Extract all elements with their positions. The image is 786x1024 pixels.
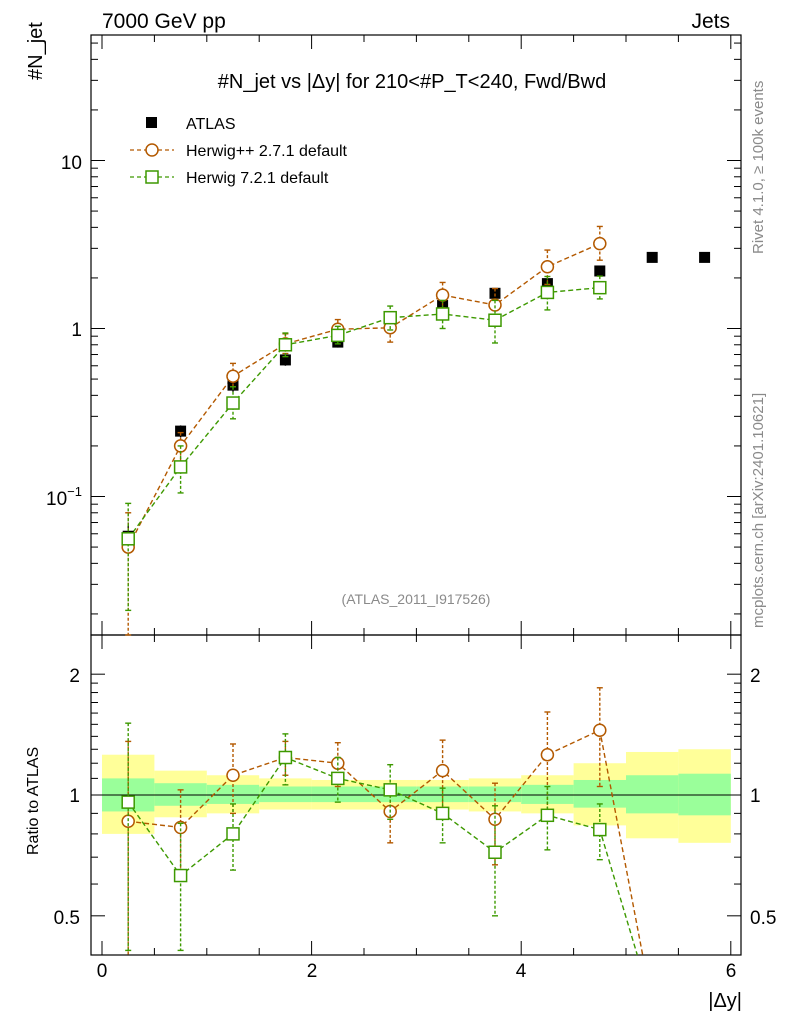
band-inner-bin xyxy=(626,775,679,814)
ratio-axis-ticks xyxy=(91,635,741,955)
rtick-1-right: 1 xyxy=(750,786,761,807)
legend: ATLAS Herwig++ 2.7.1 default Herwig 7.2.… xyxy=(130,116,348,187)
legend-herwigpp-label: Herwig++ 2.7.1 default xyxy=(186,143,348,160)
mcplots-label: mcplots.cern.ch [arXiv:2401.10621] xyxy=(750,393,767,628)
ratio-series-group xyxy=(121,687,644,956)
herwig7-point xyxy=(488,313,502,327)
rtick-05-right: 0.5 xyxy=(750,908,776,929)
rtick-2-right: 2 xyxy=(750,666,761,687)
xtick-4: 4 xyxy=(516,961,527,982)
rtick-1-left: 1 xyxy=(69,786,80,807)
herwigpp-ratio-point xyxy=(593,723,607,737)
ytick-10: 10 xyxy=(61,153,82,174)
rtick-05-left: 0.5 xyxy=(54,908,80,929)
process-label: Jets xyxy=(691,10,730,33)
herwig7-ratio-point xyxy=(331,771,345,786)
atlas-point xyxy=(175,425,187,437)
atlas-point xyxy=(279,354,291,366)
herwigpp-ratio-line xyxy=(128,729,644,956)
herwigpp-point xyxy=(593,236,607,251)
main-series-group xyxy=(121,225,711,636)
herwig7-ratio-point xyxy=(173,868,188,883)
herwig7-ratio-point xyxy=(121,795,135,809)
herwigpp-point xyxy=(435,288,450,302)
herwig7-ratio-point xyxy=(383,783,397,797)
herwig7-point xyxy=(173,460,188,474)
rivet-label: Rivet 4.1.0, ≥ 100k events xyxy=(750,81,767,254)
main-axis-ticks xyxy=(91,35,741,635)
legend-herwig7-marker xyxy=(145,170,159,184)
herwig7-point xyxy=(435,307,450,321)
band-inner-bin xyxy=(259,786,312,803)
legend-herwigpp-marker xyxy=(145,143,159,157)
herwigpp-ratio-point xyxy=(226,768,240,782)
herwig7-point xyxy=(540,285,555,300)
ytick-1: 1 xyxy=(71,320,82,341)
herwig7-ratio-point xyxy=(278,750,293,765)
herwig7-point xyxy=(593,280,607,295)
herwig7-point xyxy=(331,328,345,343)
legend-atlas-marker xyxy=(146,117,157,128)
herwig7-point xyxy=(383,310,397,325)
atlas-point xyxy=(699,251,711,263)
xlabel: |Δy| xyxy=(708,990,742,1012)
herwig7-ratio-line xyxy=(127,756,638,956)
xtick-2: 2 xyxy=(307,961,318,982)
herwig7-point xyxy=(121,532,135,546)
herwig7-ratio-point xyxy=(435,806,450,821)
atlas-point xyxy=(646,251,658,263)
herwigpp-ratio-point xyxy=(540,747,555,762)
herwigpp-point xyxy=(540,260,555,274)
herwig7-line xyxy=(127,286,600,540)
plot-title: #N_jet vs |Δy| for 210<#P_T<240, Fwd/Bwd xyxy=(218,71,606,93)
energy-label: 7000 GeV pp xyxy=(102,10,226,33)
herwigpp-point xyxy=(226,369,240,383)
legend-atlas-label: ATLAS xyxy=(186,116,236,133)
ratio-uncertainty-band xyxy=(102,749,731,843)
herwig7-ratio-point xyxy=(488,845,502,860)
rtick-2-left: 2 xyxy=(69,666,80,687)
legend-herwig7-label: Herwig 7.2.1 default xyxy=(186,170,329,187)
main-ylabel: #N_jet xyxy=(25,22,47,80)
band-inner-bin xyxy=(154,783,207,806)
herwigpp-line xyxy=(127,242,601,548)
atlas-point xyxy=(594,265,606,277)
xtick-6: 6 xyxy=(726,961,737,982)
atlas-point xyxy=(489,287,501,299)
herwig7-ratio-point xyxy=(540,808,555,823)
herwig7-point xyxy=(226,396,240,410)
xtick-0: 0 xyxy=(97,961,108,982)
ratio-ylabel: Ratio to ATLAS xyxy=(25,747,42,855)
herwigpp-ratio-point xyxy=(435,763,450,778)
herwig7-point xyxy=(278,338,293,352)
herwig7-ratio-point xyxy=(593,822,607,837)
ytick-0p1: 10−1 xyxy=(46,484,82,510)
analysis-watermark: (ATLAS_2011_I917526) xyxy=(342,591,491,607)
herwig7-ratio-point xyxy=(226,827,240,841)
